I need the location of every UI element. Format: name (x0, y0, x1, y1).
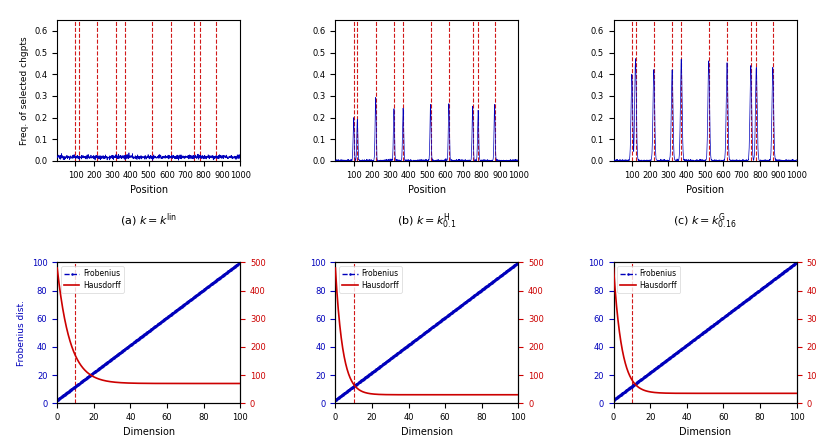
X-axis label: Dimension: Dimension (401, 427, 453, 438)
Legend: Frobenius, Hausdorff: Frobenius, Hausdorff (61, 266, 124, 293)
Text: (a) $k = k^{\mathrm{lin}}$: (a) $k = k^{\mathrm{lin}}$ (120, 211, 177, 229)
Y-axis label: Freq. of selected chgpts: Freq. of selected chgpts (20, 36, 29, 145)
X-axis label: Position: Position (408, 185, 446, 195)
X-axis label: Dimension: Dimension (123, 427, 175, 438)
X-axis label: Position: Position (130, 185, 167, 195)
Legend: Frobenius, Hausdorff: Frobenius, Hausdorff (339, 266, 402, 293)
Text: (c) $k = k^{\mathrm{G}}_{0.16}$: (c) $k = k^{\mathrm{G}}_{0.16}$ (673, 211, 737, 231)
Legend: Frobenius, Hausdorff: Frobenius, Hausdorff (618, 266, 681, 293)
Text: (b) $k = k^{\mathrm{H}}_{0.1}$: (b) $k = k^{\mathrm{H}}_{0.1}$ (397, 211, 457, 231)
X-axis label: Dimension: Dimension (679, 427, 731, 438)
X-axis label: Position: Position (686, 185, 724, 195)
Y-axis label: Frobenius dist.: Frobenius dist. (17, 300, 26, 366)
